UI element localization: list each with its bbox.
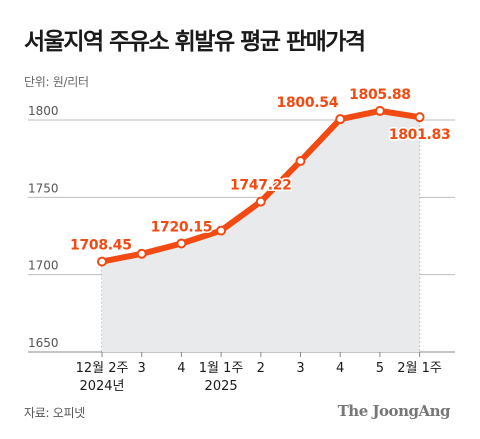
- data-label: 1800.54: [277, 95, 339, 111]
- x-tick-label: 3: [138, 361, 146, 376]
- x-tick-label: 1월 1주: [199, 361, 244, 376]
- data-point: [414, 112, 425, 123]
- brand-logo: The JoongAng: [337, 402, 451, 420]
- data-label: 1747.22: [230, 178, 292, 194]
- data-point: [97, 256, 107, 267]
- x-year-label: 2025: [205, 379, 238, 394]
- y-tick-label: 1750: [28, 181, 59, 195]
- x-tick-label: 4: [336, 361, 344, 376]
- x-tick-label: 2월 1주: [397, 361, 442, 376]
- data-label: 1720.15: [151, 220, 213, 236]
- area-fill: [102, 110, 420, 352]
- data-point: [374, 105, 385, 116]
- label-layer: 1708.45 1720.15 1747.22 1800.54 1805.88 1801.…: [69, 85, 453, 255]
- x-tick-label: 12월 2주: [76, 361, 129, 376]
- data-label: 1801.83: [389, 127, 451, 143]
- data-point: [255, 196, 266, 207]
- data-point: [216, 225, 227, 236]
- data-label: 1708.45: [70, 238, 132, 254]
- axis-layer: 1800 1750 1700 1650 12월 2주 3 4 1월 1주 2 3 4 5 2월 1주 20…: [28, 104, 442, 394]
- point-layer: [97, 105, 425, 267]
- data-point: [335, 114, 346, 125]
- y-tick-label: 1650: [28, 336, 59, 350]
- x-tick-label: 2: [257, 361, 265, 376]
- area-layer: [102, 110, 420, 352]
- data-point: [136, 248, 147, 259]
- x-tick-label: 5: [376, 361, 384, 376]
- y-tick-label: 1700: [28, 259, 59, 273]
- x-tick-label: 4: [177, 361, 185, 376]
- data-point: [176, 238, 187, 249]
- data-label: 1805.88: [349, 87, 411, 103]
- x-year-label: 2024년: [79, 379, 124, 394]
- x-tick-label: 3: [296, 361, 304, 376]
- source-note: 자료: 오피넷: [24, 406, 85, 420]
- data-point: [295, 155, 306, 166]
- unit-label: 단위: 원/리터: [24, 75, 89, 89]
- chart-title: 서울지역 주유소 휘발유 평균 판매가격: [24, 29, 366, 55]
- y-tick-label: 1800: [28, 104, 59, 118]
